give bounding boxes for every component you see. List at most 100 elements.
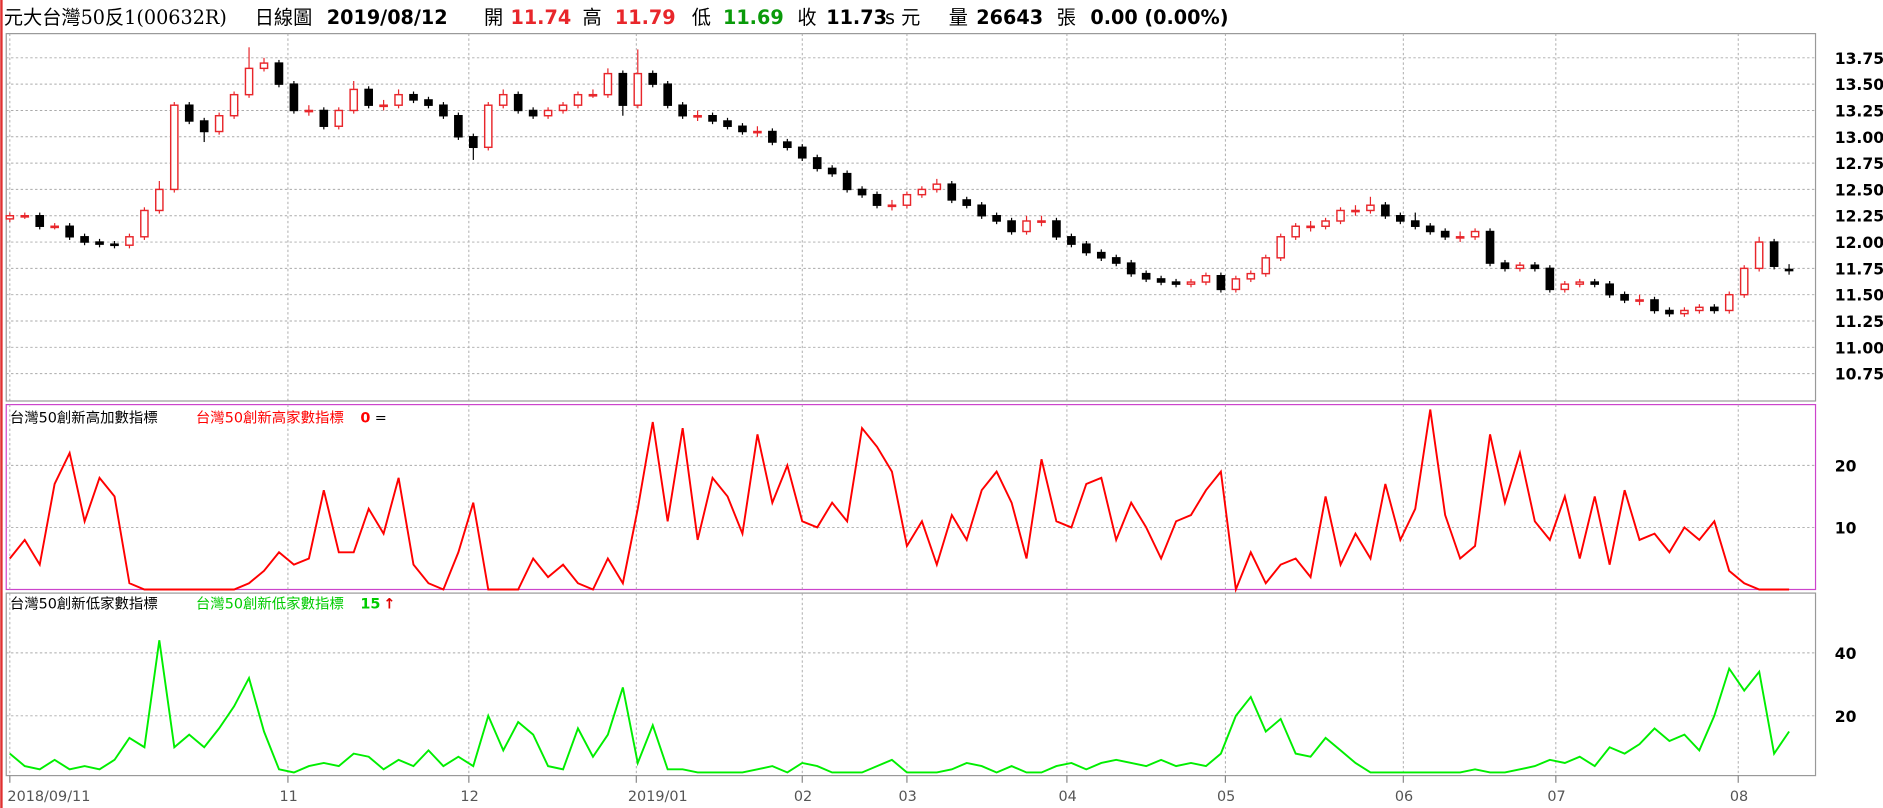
- y-tick-label: 12.75: [1835, 155, 1883, 173]
- y-tick-label: 13.75: [1835, 50, 1883, 68]
- candle-body: [1171, 281, 1181, 285]
- legend-entry: 台灣50創新低家數指標: [196, 596, 344, 613]
- candle-body: [1560, 283, 1570, 291]
- x-tick-label: 12: [460, 789, 478, 805]
- candle-body: [753, 130, 762, 134]
- panel-frame: [5, 404, 1817, 591]
- candle-body: [1141, 272, 1151, 280]
- candle-body: [1709, 306, 1719, 312]
- candle-body: [1007, 220, 1016, 233]
- candle-body: [379, 104, 388, 108]
- candle-body: [140, 209, 149, 238]
- candle-body: [1680, 309, 1689, 315]
- legend-suffix: ↑: [383, 597, 395, 613]
- candle-body: [469, 136, 478, 149]
- y-tick-label: 11.00: [1835, 339, 1883, 357]
- candle-body: [184, 104, 194, 122]
- x-tick-label: 11: [280, 789, 298, 805]
- candle-body: [1156, 278, 1166, 283]
- candle-body: [633, 72, 643, 106]
- candle-body: [1351, 209, 1360, 213]
- candle-body: [1784, 268, 1794, 272]
- close-suffix: s 元: [885, 6, 920, 29]
- x-tick-label: 03: [899, 789, 917, 805]
- candle-body: [274, 62, 284, 85]
- candle-body: [1396, 215, 1405, 222]
- candle-body: [1545, 267, 1555, 291]
- candle-body: [1186, 281, 1196, 285]
- candle-body: [80, 236, 89, 243]
- volume-label: 量: [949, 6, 968, 29]
- candle-body: [977, 204, 987, 217]
- candle-body: [797, 146, 807, 159]
- x-tick-label: 04: [1059, 789, 1077, 805]
- y-tick-label: 11.75: [1835, 260, 1883, 278]
- candle-body: [663, 83, 673, 106]
- candle-body: [603, 72, 613, 96]
- candle-body: [1291, 225, 1300, 238]
- legend-suffix: =: [375, 411, 387, 427]
- candle-body: [289, 83, 299, 112]
- y-tick-label: 12.00: [1835, 234, 1883, 252]
- candle-body: [1201, 275, 1211, 283]
- candle-body: [349, 88, 359, 112]
- candle-body: [319, 109, 329, 127]
- candle-body: [394, 93, 403, 106]
- legend-value: 15: [360, 597, 380, 613]
- candle-body: [95, 241, 104, 245]
- candle-body: [110, 243, 119, 247]
- panel: 10 20: [5, 404, 1857, 594]
- candle-body: [558, 104, 568, 112]
- candle-body: [229, 93, 239, 117]
- y-tick-label: 13.50: [1835, 76, 1883, 94]
- candle-body: [1037, 220, 1046, 223]
- candle-body: [199, 120, 209, 133]
- panel-frame: [5, 592, 1817, 777]
- candle-body: [424, 99, 433, 106]
- candle-body: [1724, 293, 1734, 312]
- period: 日線圖: [255, 6, 313, 29]
- volume-unit: 張: [1057, 6, 1076, 29]
- y-tick-label: 12.25: [1835, 208, 1883, 226]
- candle-body: [1455, 236, 1465, 239]
- candle-body: [1425, 225, 1435, 233]
- candle-body: [588, 93, 598, 97]
- candle-body: [5, 215, 15, 220]
- close-value: 11.73: [826, 6, 887, 29]
- candle-body: [169, 104, 179, 191]
- candle-body: [1769, 241, 1779, 267]
- candle-body: [917, 188, 927, 196]
- candle-body: [962, 199, 972, 206]
- x-tick-label: 08: [1730, 789, 1748, 805]
- candle-body: [648, 72, 658, 85]
- candle-body: [992, 215, 1001, 222]
- candle-body: [1067, 236, 1076, 245]
- candle-body: [498, 93, 508, 106]
- candle-body: [1440, 230, 1450, 238]
- y-tick-label: 11.50: [1835, 287, 1883, 305]
- candle-body: [244, 67, 254, 96]
- candle-body: [259, 62, 269, 70]
- candle-body: [827, 167, 837, 175]
- candle-body: [708, 115, 717, 122]
- candle-body: [334, 109, 344, 127]
- x-tick-label: 07: [1547, 789, 1565, 805]
- candle-body: [35, 215, 45, 227]
- candle-body: [1366, 204, 1375, 212]
- candle-body: [768, 130, 777, 143]
- candle-body: [1336, 209, 1345, 222]
- candle-body: [842, 172, 852, 191]
- candle-body: [1605, 283, 1614, 296]
- candle-body: [1306, 225, 1315, 229]
- candle-body: [872, 193, 882, 206]
- x-tick-label: 06: [1395, 789, 1413, 805]
- candle-body: [528, 109, 538, 117]
- low-label: 低: [692, 6, 711, 29]
- candle-body: [439, 104, 448, 117]
- header: 元大台灣50反1(00632R) 日線圖 2019/08/12 開 11.74 …: [4, 6, 1229, 29]
- y-tick-label: 13.25: [1835, 102, 1883, 120]
- low-value: 11.69: [723, 6, 784, 29]
- y-tick-label: 20: [1835, 708, 1857, 726]
